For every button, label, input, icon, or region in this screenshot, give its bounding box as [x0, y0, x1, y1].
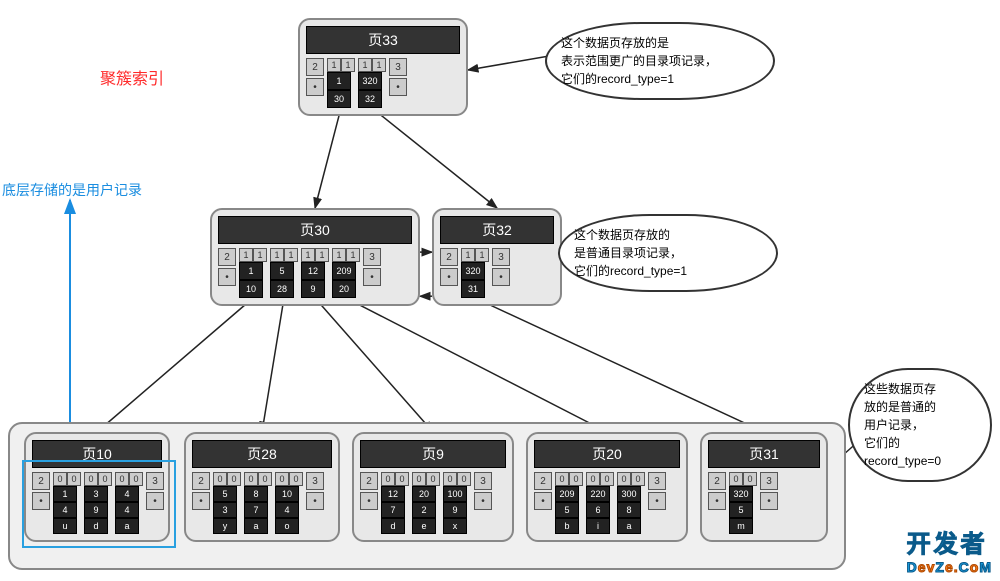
- page-title: 页9: [360, 440, 506, 468]
- callout-c3: 这些数据页存放的是普通的用户记录，它们的record_type=0: [848, 368, 992, 482]
- record: 001009x: [443, 472, 471, 534]
- page-title: 页31: [708, 440, 820, 468]
- supremum: 3•: [474, 472, 492, 510]
- page-leaf28: 页28 2•0053y0087a00104o3•: [184, 432, 340, 542]
- watermark: 开发者DevZe.CoM: [907, 524, 992, 575]
- callout-c1: 这个数据页存放的是表示范围更广的目录项记录，它们的record_type=1: [545, 22, 775, 100]
- record: 11110: [239, 248, 267, 298]
- page-root: 页33 2•1113011320323•: [298, 18, 468, 116]
- page-title: 页20: [534, 440, 680, 468]
- red-annotation: 聚簇索引: [100, 65, 164, 89]
- supremum: 3•: [648, 472, 666, 510]
- record: 003008a: [617, 472, 645, 534]
- supremum: 3•: [492, 248, 510, 286]
- infimum: 2•: [440, 248, 458, 286]
- record: 11528: [270, 248, 298, 298]
- record: 11130: [327, 58, 355, 108]
- record: 1132032: [358, 58, 386, 108]
- callout-c2: 这个数据页存放的是普通目录项记录，它们的record_type=1: [558, 214, 778, 292]
- infimum: 2•: [534, 472, 552, 510]
- supremum: 3•: [389, 58, 407, 96]
- record: 11129: [301, 248, 329, 298]
- record: 003205m: [729, 472, 757, 534]
- page-leaf9: 页9 2•00127d00202e001009x3•: [352, 432, 514, 542]
- record: 002206i: [586, 472, 614, 534]
- record: 00202e: [412, 472, 440, 534]
- page-leaf31: 页31 2•003205m3•: [700, 432, 828, 542]
- page-title: 页28: [192, 440, 332, 468]
- supremum: 3•: [306, 472, 324, 510]
- record: 00127d: [381, 472, 409, 534]
- infimum: 2•: [708, 472, 726, 510]
- record: 00104o: [275, 472, 303, 534]
- page-title: 页33: [306, 26, 460, 54]
- record: 002095b: [555, 472, 583, 534]
- record: 1132031: [461, 248, 489, 298]
- page-title: 页30: [218, 216, 412, 244]
- supremum: 3•: [363, 248, 381, 286]
- infimum: 2•: [306, 58, 324, 96]
- page-mid2: 页32 2•11320313•: [432, 208, 562, 306]
- infimum: 2•: [218, 248, 236, 286]
- blue-annotation: 底层存储的是用户记录: [2, 180, 142, 200]
- infimum: 2•: [192, 472, 210, 510]
- supremum: 3•: [760, 472, 778, 510]
- record: 1120920: [332, 248, 360, 298]
- infimum: 2•: [360, 472, 378, 510]
- page-title: 页32: [440, 216, 554, 244]
- page-mid1: 页30 2•11110115281112911209203•: [210, 208, 420, 306]
- page-leaf20: 页20 2•002095b002206i003008a3•: [526, 432, 688, 542]
- record: 0087a: [244, 472, 272, 534]
- blue-highlight-box: [22, 460, 176, 548]
- record: 0053y: [213, 472, 241, 534]
